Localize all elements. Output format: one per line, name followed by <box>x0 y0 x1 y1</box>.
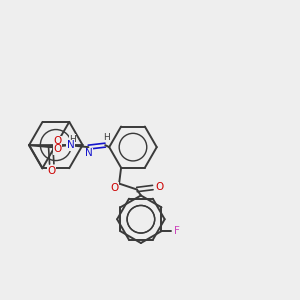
Text: O: O <box>48 166 56 176</box>
Text: O: O <box>156 182 164 192</box>
Text: O: O <box>110 182 118 193</box>
Text: F: F <box>174 226 180 236</box>
Text: H: H <box>69 135 76 144</box>
Text: H: H <box>103 133 110 142</box>
Text: O: O <box>54 136 62 146</box>
Text: N: N <box>85 148 92 158</box>
Text: N: N <box>67 140 74 150</box>
Text: O: O <box>54 144 62 154</box>
